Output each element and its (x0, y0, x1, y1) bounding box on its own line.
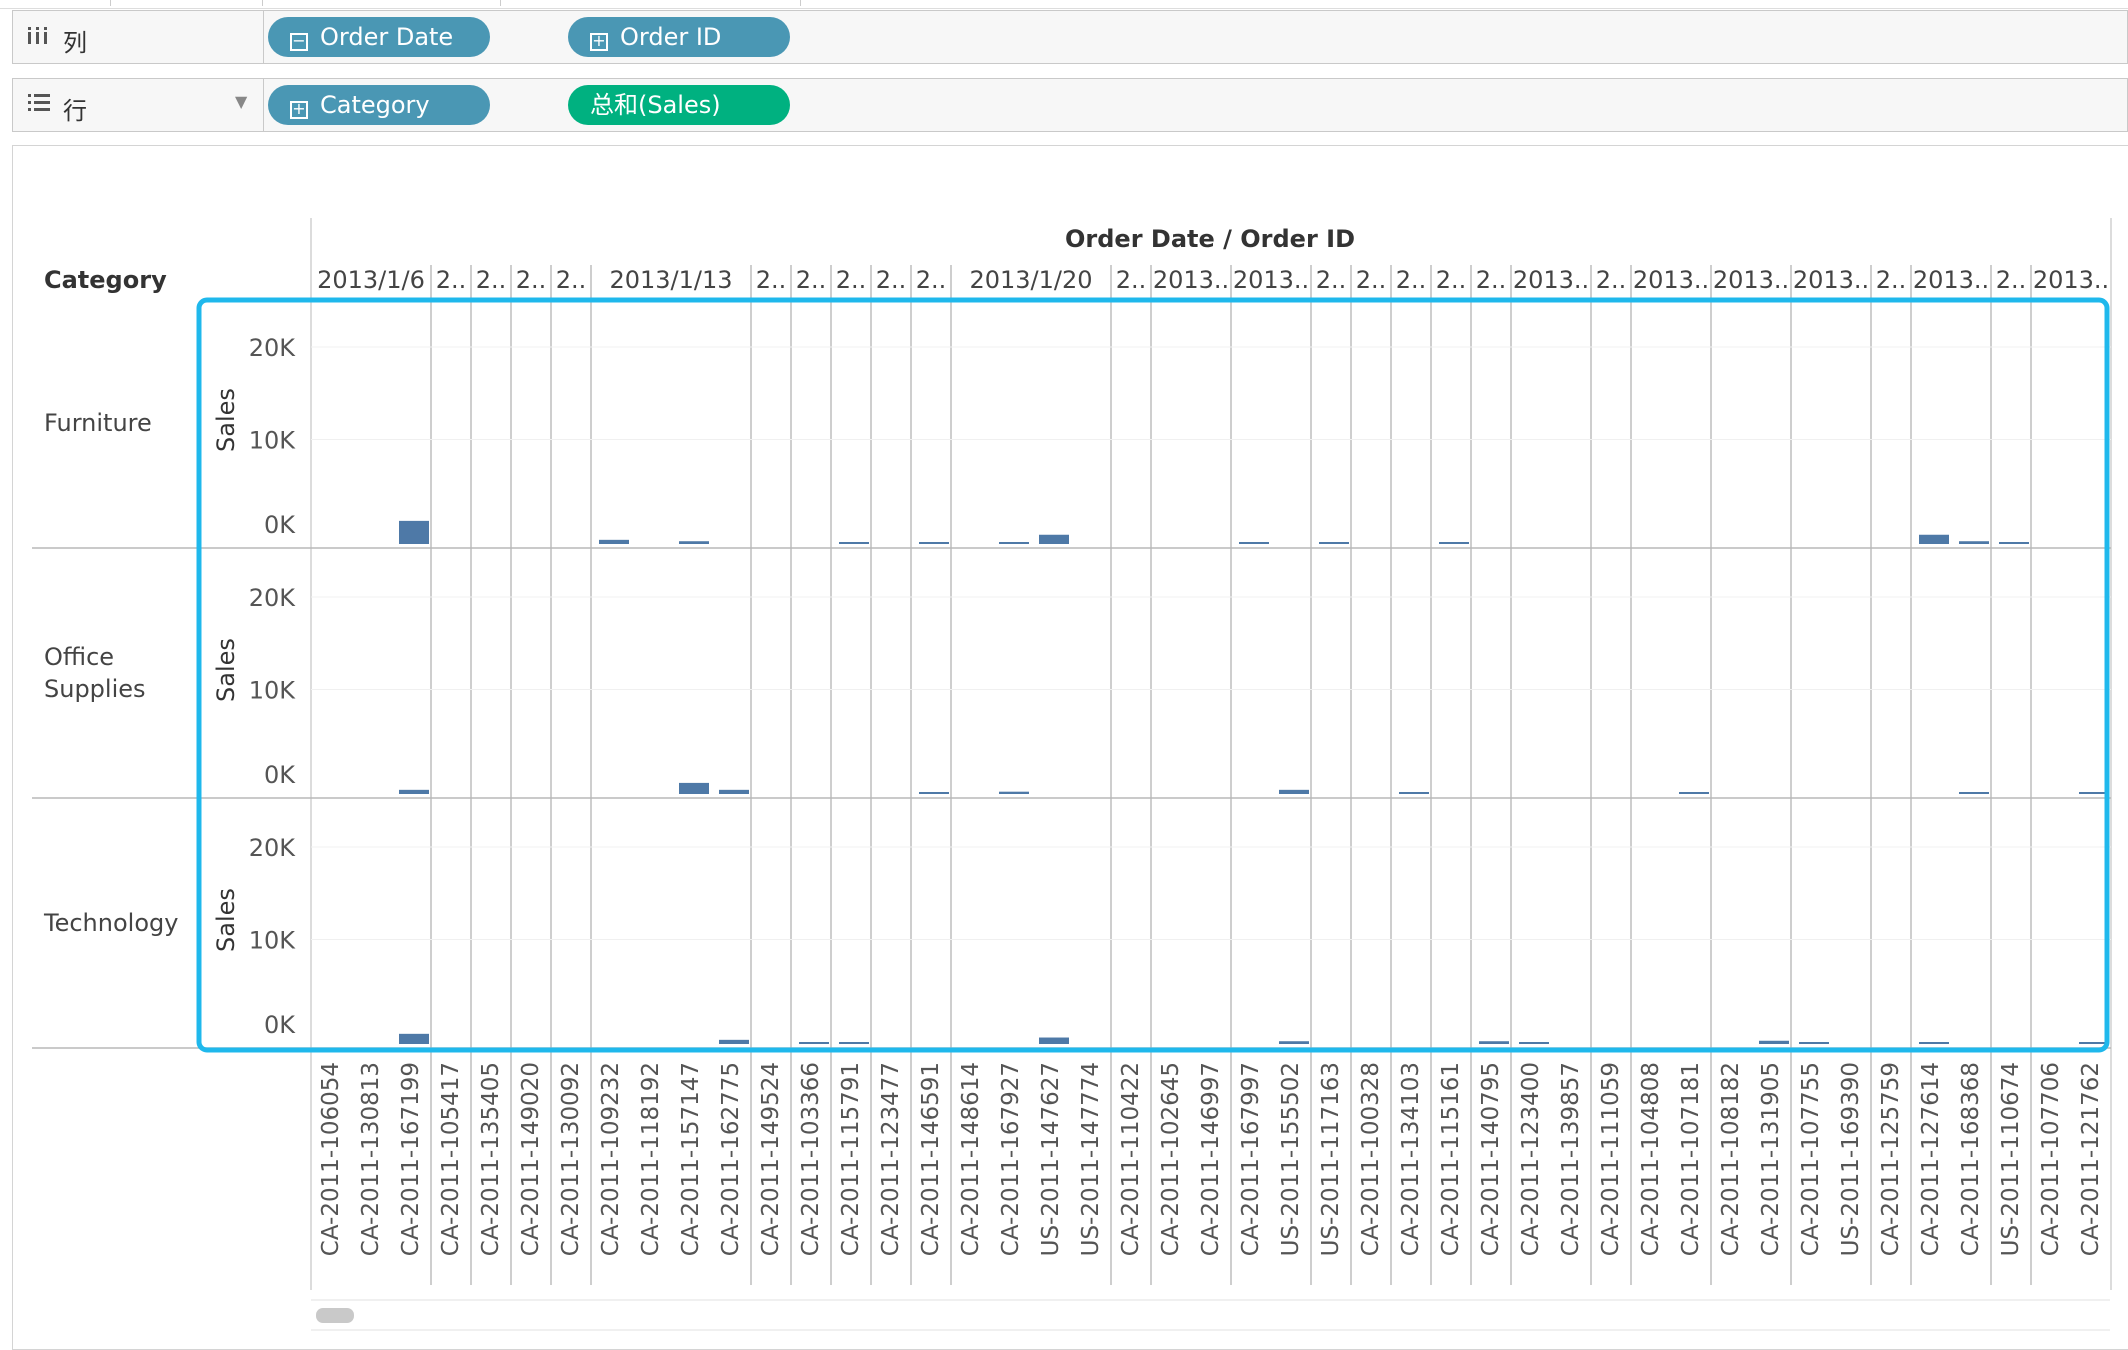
pill-order-date[interactable]: − Order Date (268, 17, 490, 57)
top-toolbar-strip (0, 0, 2128, 9)
top-divider (110, 0, 111, 6)
chevron-down-icon[interactable]: ▼ (235, 92, 248, 111)
pill-label: Order Date (320, 23, 454, 51)
rows-shelf-title: 行 (63, 97, 87, 125)
pill-order-id[interactable]: + Order ID (568, 17, 790, 57)
columns-shelf-label: 列 (13, 11, 264, 63)
pill-label: Category (320, 91, 430, 119)
columns-icon (27, 24, 49, 52)
columns-shelf[interactable]: 列 − Order Date + Order ID (12, 10, 2128, 64)
plus-box-icon[interactable]: + (290, 101, 308, 119)
minus-box-icon[interactable]: − (290, 33, 308, 51)
columns-shelf-title: 列 (63, 29, 87, 57)
rows-icon (27, 92, 51, 120)
pill-sum-sales[interactable]: 总和(Sales) (568, 85, 790, 125)
viz-view[interactable] (12, 145, 2128, 1350)
pill-category[interactable]: + Category (268, 85, 490, 125)
pill-label: Order ID (620, 23, 722, 51)
pill-label: 总和(Sales) (590, 91, 721, 119)
top-divider (262, 0, 263, 6)
top-divider (500, 0, 501, 6)
rows-shelf-label: 行 ▼ (13, 79, 264, 131)
rows-shelf[interactable]: 行 ▼ + Category 总和(Sales) (12, 78, 2128, 132)
top-divider (800, 0, 801, 6)
plus-box-icon[interactable]: + (590, 33, 608, 51)
